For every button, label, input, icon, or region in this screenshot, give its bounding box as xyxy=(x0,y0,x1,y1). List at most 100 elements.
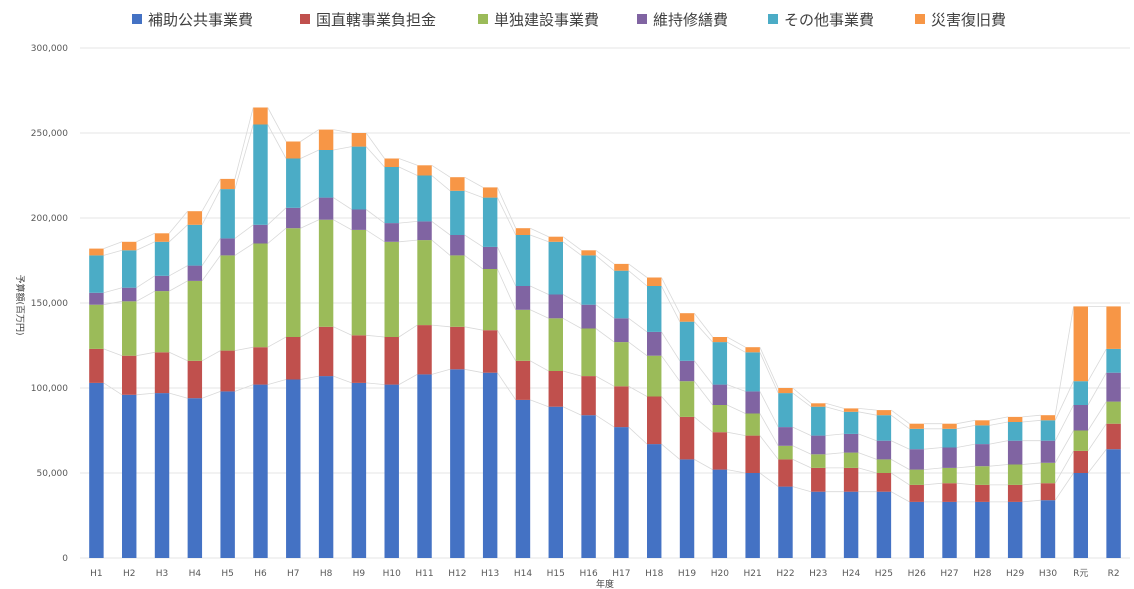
y-axis-title: 予算額(百万円) xyxy=(14,274,26,335)
bar-segment xyxy=(1007,484,1023,502)
legend-swatch xyxy=(637,14,647,24)
x-tick-label: H2 xyxy=(123,569,136,579)
bar-segment xyxy=(909,428,924,450)
bar-segment xyxy=(351,209,367,230)
bar-segment xyxy=(679,416,695,460)
bar-segment xyxy=(154,352,170,394)
bar-segment xyxy=(876,440,892,460)
y-tick-label: 150,000 xyxy=(31,299,68,309)
bar-segment xyxy=(909,484,924,502)
bar-segment xyxy=(942,501,957,558)
bar-segment xyxy=(253,384,268,558)
bar-segment xyxy=(647,331,662,356)
bar-segment xyxy=(1040,415,1056,421)
bar-segment xyxy=(286,337,301,380)
y-tick-label: 250,000 xyxy=(31,129,68,139)
bar-segment xyxy=(975,444,990,467)
bar-segment xyxy=(286,379,301,558)
bar-segment xyxy=(745,347,760,353)
bar-segment xyxy=(843,491,859,558)
bar-segment xyxy=(876,459,892,473)
bar-segment xyxy=(89,382,104,558)
bar-segment xyxy=(679,360,695,382)
legend-label: 維持修繕費 xyxy=(653,11,728,29)
bar-segment xyxy=(909,469,924,485)
x-tick-label: H14 xyxy=(514,569,532,579)
bar-segment xyxy=(318,326,334,377)
x-tick-label: R2 xyxy=(1108,569,1120,579)
x-tick-label: H12 xyxy=(448,569,466,579)
bar-segment xyxy=(318,197,334,220)
bar-segment xyxy=(187,265,203,281)
bar-segment xyxy=(909,423,924,429)
x-tick-label: H6 xyxy=(254,569,267,579)
bar-segment xyxy=(187,360,203,399)
series-connector xyxy=(103,124,1107,430)
bar-segment xyxy=(548,371,563,407)
bar-segment xyxy=(548,406,563,558)
bar-segment xyxy=(909,449,924,470)
bar-segment xyxy=(318,219,334,327)
x-tick-label: H8 xyxy=(320,569,333,579)
bar-segment xyxy=(778,459,793,487)
bar-segment xyxy=(745,435,760,473)
x-tick-label: H9 xyxy=(353,569,366,579)
bar-segment xyxy=(122,287,137,302)
bar-segment xyxy=(351,335,367,383)
bar-segment xyxy=(745,352,760,392)
bar-segment xyxy=(1106,372,1121,402)
bar-segment xyxy=(1106,348,1121,373)
x-tick-label: R元 xyxy=(1073,569,1088,579)
x-tick-label: H30 xyxy=(1039,569,1057,579)
bar-segment xyxy=(811,491,826,558)
bar-segment xyxy=(942,483,957,502)
x-tick-label: H28 xyxy=(973,569,991,579)
x-tick-label: H20 xyxy=(711,569,729,579)
bar-segment xyxy=(778,388,793,394)
legend-label: 補助公共事業費 xyxy=(148,11,253,29)
bar-segment xyxy=(614,427,629,558)
bar-segment xyxy=(417,374,432,558)
bar-segment xyxy=(614,270,629,319)
bar-segment xyxy=(384,223,399,242)
y-axis-tick-labels: 0 50,000 100,000 150,000 200,000 250,000 300,0… xyxy=(31,44,68,564)
bar-segment xyxy=(253,107,268,125)
bar-segment xyxy=(286,141,301,159)
bar-segment xyxy=(876,410,892,416)
bar-segment xyxy=(1007,501,1023,558)
bar-segment xyxy=(876,473,892,492)
bar-segment xyxy=(778,393,793,428)
bar-segment xyxy=(548,318,563,371)
x-tick-label: H11 xyxy=(415,569,433,579)
bar-segment xyxy=(778,427,793,446)
legend-swatch xyxy=(132,14,142,24)
bar-segment xyxy=(581,328,596,377)
bar-segment xyxy=(942,428,957,448)
bar-segment xyxy=(515,399,531,558)
bar-segment xyxy=(220,350,235,392)
bar-segment xyxy=(351,229,367,336)
bar-segment xyxy=(220,391,235,558)
x-tick-label: H5 xyxy=(221,569,234,579)
bar-segment xyxy=(811,467,826,492)
legend-swatch xyxy=(478,14,488,24)
bar-segment xyxy=(89,248,104,256)
bar-segment xyxy=(318,150,334,198)
legend-swatch xyxy=(915,14,925,24)
bar-segment xyxy=(712,384,728,405)
x-tick-label: H26 xyxy=(908,569,926,579)
bar-segment xyxy=(975,466,990,485)
series-connector xyxy=(103,197,1107,450)
bar-segment xyxy=(1007,422,1023,441)
x-tick-label: H24 xyxy=(842,569,860,579)
bar-segment xyxy=(811,406,826,436)
bar-segment xyxy=(975,425,990,445)
bar-segment xyxy=(515,360,531,400)
bar-segment xyxy=(614,342,629,387)
bar-segment xyxy=(286,207,301,229)
x-tick-label: H13 xyxy=(481,569,499,579)
bar-segment xyxy=(1106,423,1121,450)
bar-segment xyxy=(318,376,334,558)
x-tick-label: H4 xyxy=(189,569,202,579)
